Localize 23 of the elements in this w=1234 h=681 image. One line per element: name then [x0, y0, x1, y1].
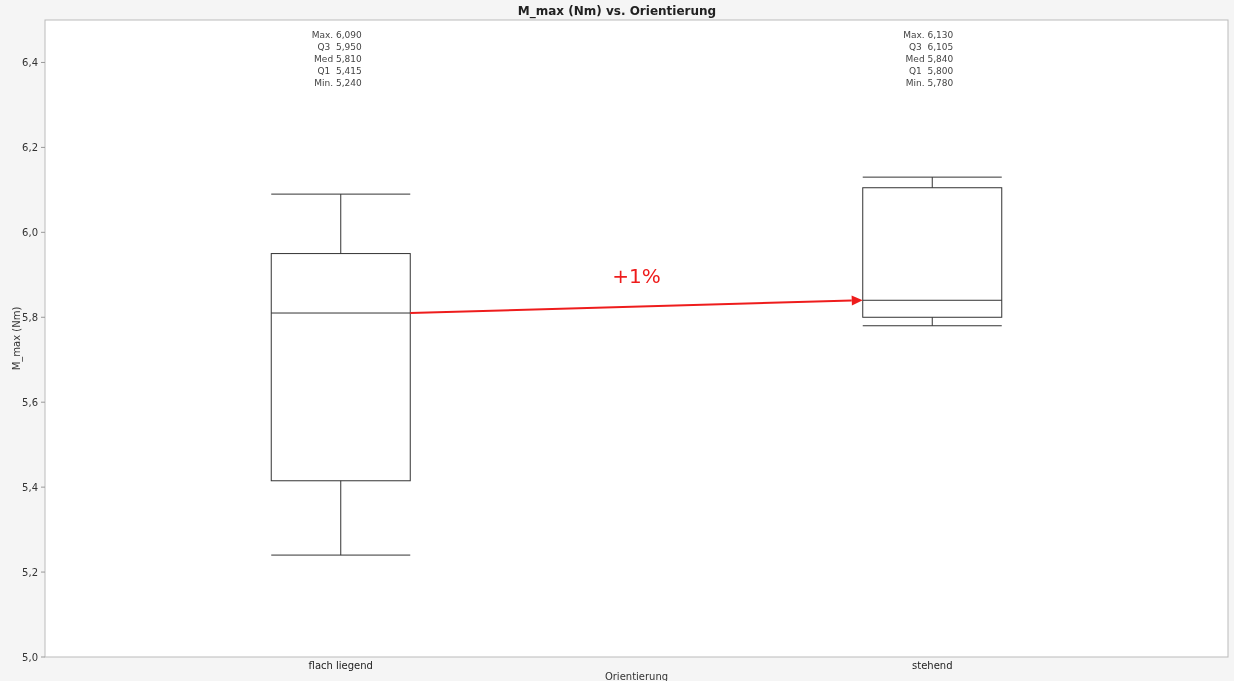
x-tick-label: flach liegend: [308, 660, 373, 671]
annotation: Min. 5,780: [905, 78, 954, 88]
annotation: +1%: [612, 263, 661, 288]
y-tick-label: 5,2: [22, 566, 38, 578]
chart-title: M_max (Nm) vs. Orientierung: [517, 4, 717, 19]
y-tick-label: 5,6: [22, 396, 38, 408]
annotation: Min. 5,240: [314, 78, 363, 88]
y-tick-label: 6,4: [22, 56, 38, 68]
annotation: Med 5,810: [314, 54, 363, 64]
y-tick-label: 5,4: [22, 481, 38, 493]
y-axis-title: M_max (Nm): [11, 306, 23, 371]
annotation: Max. 6,090: [311, 30, 363, 40]
y-tick-label: 6,2: [22, 141, 38, 153]
annotation: Q1 5,415: [317, 66, 362, 76]
annotation: Q1 5,800: [908, 66, 954, 76]
annotation: Max. 6,130: [903, 30, 954, 40]
y-tick-label: 5,0: [22, 651, 38, 663]
y-tick-label: 6,0: [22, 226, 38, 238]
annotation: Q3 6,105: [908, 42, 954, 52]
annotation: Med 5,840: [905, 54, 954, 64]
annotation: Q3 5,950: [317, 42, 363, 52]
x-tick-label: stehend: [912, 660, 953, 671]
y-tick-label: 5,8: [22, 311, 38, 323]
